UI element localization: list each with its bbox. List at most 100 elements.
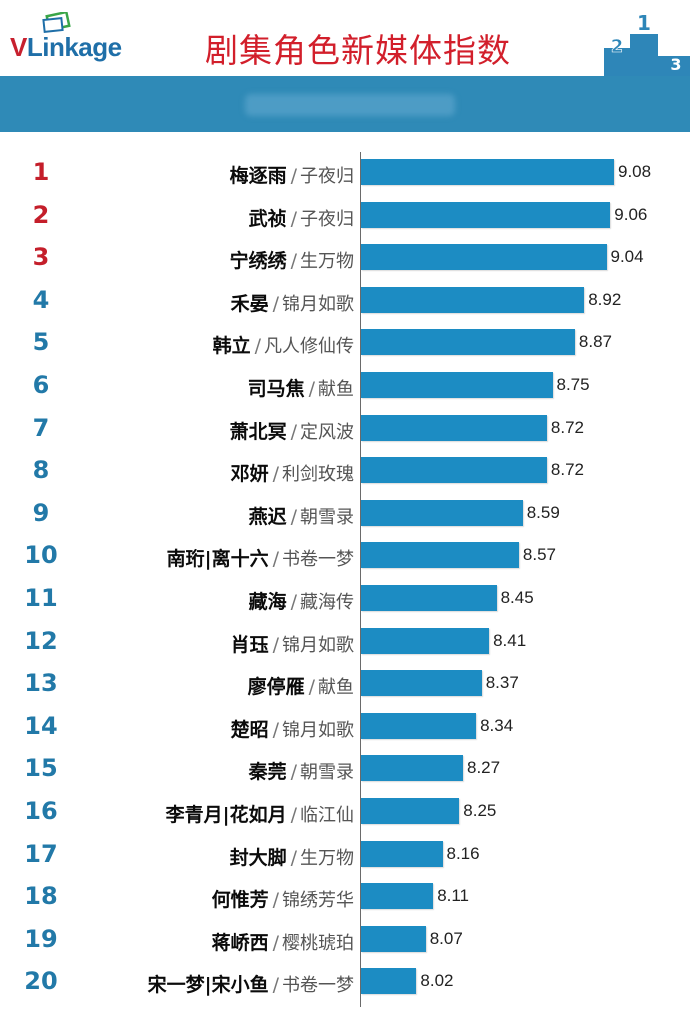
bar [361, 585, 497, 611]
tick-label: 邓妍 / 利剑玫瑰 [231, 459, 354, 486]
rank-number: 12 [24, 626, 58, 655]
character-name: 韩立 [212, 335, 251, 358]
data-label: 8.59 [526, 502, 560, 522]
character-name: 蒋峤西 [211, 931, 269, 954]
chart-row: 15 秦莞 / 朝雪录 8.27 [0, 750, 690, 792]
data-label: 8.41 [493, 630, 527, 650]
tick-label: 武祯 / 子夜归 [249, 204, 354, 231]
show-name: 藏海传 [300, 592, 354, 613]
bar [361, 627, 490, 654]
bar [361, 712, 477, 739]
podium-label-3: 3 [670, 55, 681, 74]
label-separator: / [272, 463, 279, 486]
data-label: 8.11 [437, 886, 470, 906]
label-separator: / [290, 591, 297, 613]
label-separator: / [272, 931, 279, 954]
show-name: 书卷一梦 [282, 549, 354, 571]
ranking-chart: 1 梅逐雨 / 子夜归 9.08 2 武祯 / 子夜归 9.06 3 宁绣绣 / 生万物 9.04 4 禾晏 / 锦… [0, 132, 690, 1015]
bar [361, 542, 519, 569]
label-separator: / [308, 378, 315, 400]
bar [361, 925, 426, 952]
label-separator: / [272, 633, 279, 656]
label-separator: / [272, 292, 279, 315]
data-label: 8.34 [480, 715, 514, 735]
chart-row: 13 廖停雁 / 献鱼 8.37 [0, 665, 690, 707]
data-label: 9.04 [610, 247, 644, 267]
tick-label: 南珩|离十六 / 书卷一梦 [167, 544, 354, 571]
character-name: 宁绣绣 [229, 250, 287, 273]
show-name: 锦绣芳华 [282, 890, 354, 912]
bar [361, 457, 547, 484]
label-separator: / [272, 974, 279, 997]
show-name: 朝雪录 [300, 762, 354, 784]
rank-number: 19 [24, 924, 58, 953]
character-name: 楚昭 [230, 718, 269, 741]
label-separator: / [290, 420, 297, 443]
rank-number: 18 [24, 882, 58, 911]
character-name: 司马焦 [247, 378, 305, 400]
bar [361, 840, 443, 867]
podium-label-2: 2 [611, 36, 624, 57]
bar [361, 286, 585, 313]
chart-row: 14 楚昭 / 锦月如歌 8.34 [0, 708, 690, 750]
data-label: 8.07 [429, 928, 463, 948]
label-separator: / [290, 846, 297, 869]
tick-label: 梅逐雨 / 子夜归 [230, 161, 354, 188]
rank-number: 4 [32, 285, 50, 314]
data-label: 8.92 [588, 289, 622, 309]
rank-number: 10 [24, 541, 58, 570]
character-name: 萧北冥 [229, 420, 287, 443]
data-label: 8.45 [500, 588, 534, 607]
rank-number: 16 [24, 797, 58, 825]
bar [361, 798, 460, 824]
character-name: 梅逐雨 [229, 165, 287, 187]
chart-row: 2 武祯 / 子夜归 9.06 [0, 197, 690, 239]
tick-label: 蒋峤西 / 樱桃琥珀 [212, 928, 354, 955]
label-separator: / [272, 889, 279, 912]
character-name: 廖停雁 [247, 676, 305, 699]
show-name: 献鱼 [318, 677, 354, 699]
data-label: 8.25 [463, 801, 497, 820]
data-label: 8.02 [420, 971, 454, 991]
rank-number: 8 [32, 456, 50, 485]
show-name: 子夜归 [300, 166, 354, 187]
brand-logo: VLinkage [10, 32, 122, 63]
rank-number: 14 [24, 711, 58, 740]
character-name: 封大脚 [229, 846, 287, 869]
chart-row: 16 李青月|花如月 / 临江仙 8.25 [0, 793, 690, 835]
show-name: 锦月如歌 [282, 634, 354, 656]
chart-row: 11 藏海 / 藏海传 8.45 [0, 580, 690, 622]
label-separator: / [290, 250, 297, 273]
chart-row: 4 禾晏 / 锦月如歌 8.92 [0, 282, 690, 324]
podium-icon: 2 1 3 [604, 11, 690, 76]
tick-label: 肖珏 / 锦月如歌 [231, 630, 354, 657]
tick-label: 禾晏 / 锦月如歌 [231, 289, 354, 316]
show-name: 利剑玫瑰 [282, 464, 354, 486]
show-name: 子夜归 [300, 208, 354, 230]
data-label: 8.75 [556, 375, 590, 394]
chart-row: 6 司马焦 / 献鱼 8.75 [0, 367, 690, 409]
tick-label: 燕迟 / 朝雪录 [249, 502, 354, 529]
data-label: 8.72 [550, 460, 584, 480]
show-name: 锦月如歌 [282, 719, 354, 741]
data-label: 8.87 [578, 332, 612, 352]
rank-number: 3 [32, 243, 50, 272]
tick-label: 廖停雁 / 献鱼 [248, 672, 354, 699]
header: VLinkage 剧集角色新媒体指数 2 1 3 [0, 0, 690, 76]
show-name: 书卷一梦 [282, 975, 354, 997]
character-name: 肖珏 [230, 633, 269, 656]
logo-mark-icon [42, 12, 71, 34]
character-name: 秦莞 [248, 761, 287, 784]
bar [361, 244, 607, 271]
character-name: 何惟芳 [211, 889, 269, 912]
tick-label: 萧北冥 / 定风波 [230, 417, 354, 444]
chart-row: 7 萧北冥 / 定风波 8.72 [0, 410, 690, 452]
bar [361, 670, 482, 697]
bar [361, 499, 523, 526]
tick-label: 韩立 / 凡人修仙传 [213, 331, 354, 358]
tick-label: 藏海 / 藏海传 [249, 587, 354, 614]
character-name: 邓妍 [230, 463, 269, 486]
label-separator: / [290, 505, 297, 528]
chart-row: 18 何惟芳 / 锦绣芳华 8.11 [0, 878, 690, 920]
chart-row: 5 韩立 / 凡人修仙传 8.87 [0, 324, 690, 366]
